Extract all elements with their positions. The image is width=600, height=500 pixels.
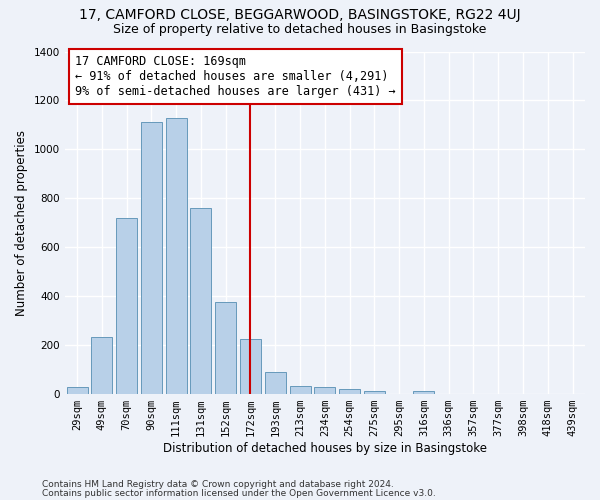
Text: 17 CAMFORD CLOSE: 169sqm
← 91% of detached houses are smaller (4,291)
9% of semi: 17 CAMFORD CLOSE: 169sqm ← 91% of detach… [75, 55, 395, 98]
Bar [364, 390, 385, 394]
Y-axis label: Number of detached properties: Number of detached properties [15, 130, 28, 316]
Bar [91, 336, 112, 394]
Bar [116, 218, 137, 394]
Bar [141, 122, 162, 394]
Bar [339, 389, 360, 394]
Bar [314, 388, 335, 394]
Bar [67, 386, 88, 394]
Text: Contains public sector information licensed under the Open Government Licence v3: Contains public sector information licen… [42, 489, 436, 498]
Text: Size of property relative to detached houses in Basingstoke: Size of property relative to detached ho… [113, 22, 487, 36]
Bar [240, 339, 261, 394]
Bar [290, 386, 311, 394]
Text: 17, CAMFORD CLOSE, BEGGARWOOD, BASINGSTOKE, RG22 4UJ: 17, CAMFORD CLOSE, BEGGARWOOD, BASINGSTO… [79, 8, 521, 22]
X-axis label: Distribution of detached houses by size in Basingstoke: Distribution of detached houses by size … [163, 442, 487, 455]
Bar [190, 208, 211, 394]
Bar [166, 118, 187, 394]
Text: Contains HM Land Registry data © Crown copyright and database right 2024.: Contains HM Land Registry data © Crown c… [42, 480, 394, 489]
Bar [215, 302, 236, 394]
Bar [265, 372, 286, 394]
Bar [413, 391, 434, 394]
